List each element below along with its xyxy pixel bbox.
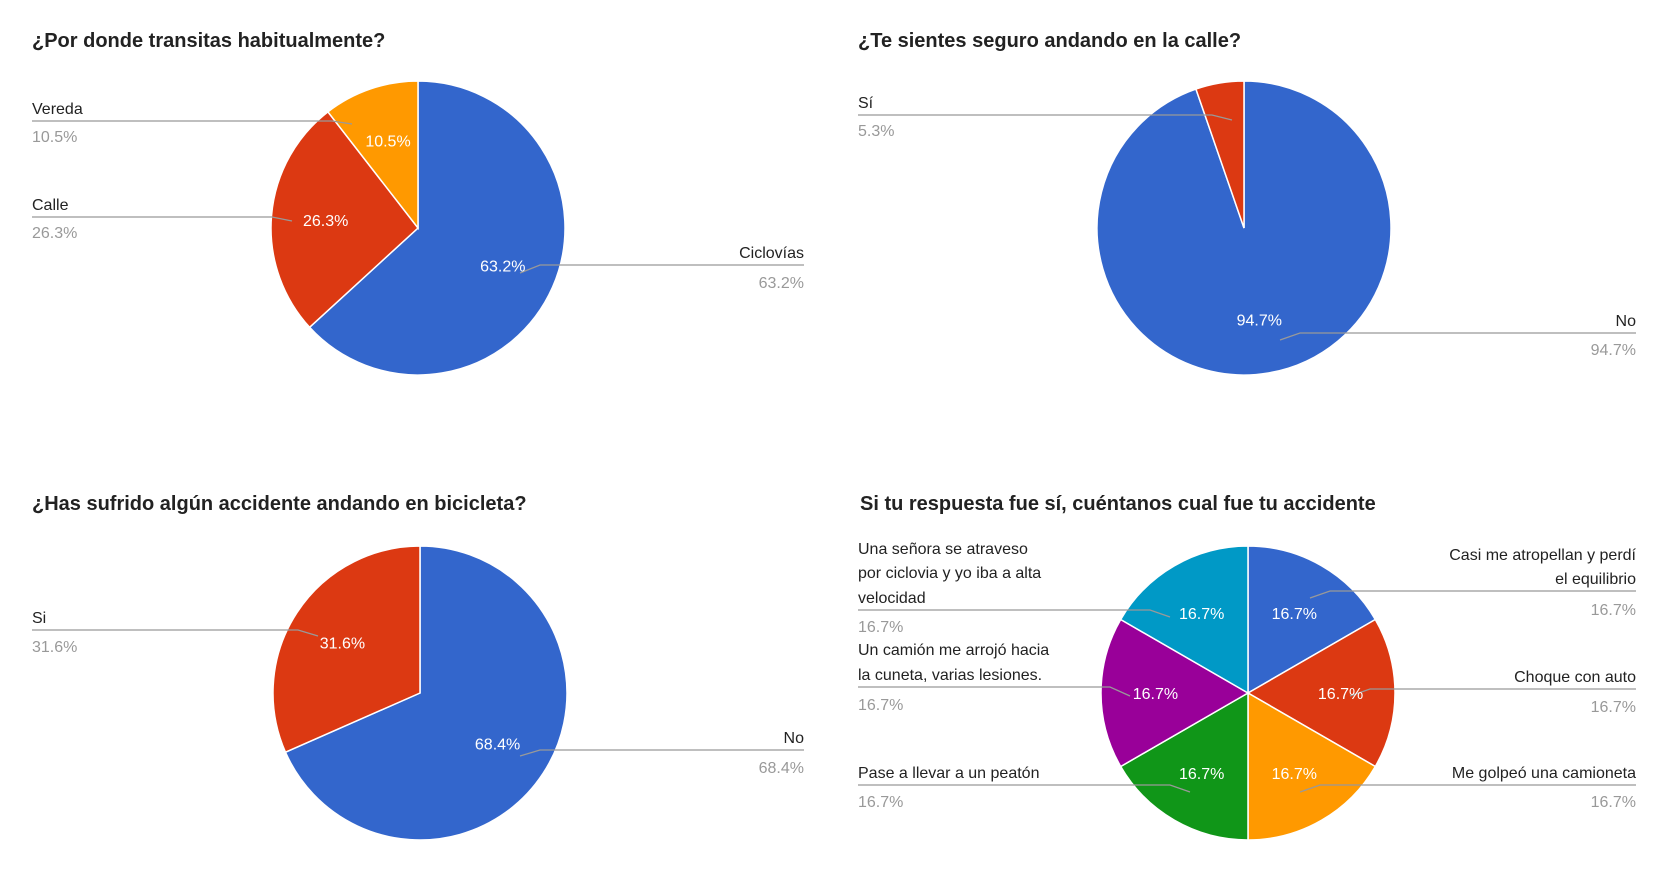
pie-chart-1: Ciclovías 63.2% 63.2% Calle 26.3% 26.3% Vereda…	[32, 80, 804, 376]
pie-slice-1-3	[326, 80, 419, 231]
slice-percent-label-4-3: 16.7%	[1591, 794, 1636, 811]
leader-line-4-4	[858, 784, 1191, 793]
leader-line-2-2	[858, 114, 1233, 121]
slice-percent-label-2-2: 5.3%	[858, 123, 894, 140]
leader-line-1-1	[519, 264, 804, 274]
pie-slice-4-4	[1119, 691, 1249, 841]
slice-label-4-5: Un camión me arrojó hacia	[858, 642, 1049, 659]
slice-value-label-4-2: 16.7%	[1318, 686, 1363, 703]
slice-label-4-3: Me golpeó una camioneta	[1452, 765, 1636, 782]
pie-slice-1-2	[270, 110, 420, 329]
leader-line-1-2	[32, 216, 293, 222]
leader-line-3-2	[32, 629, 319, 637]
pie-slice-4-2	[1246, 618, 1396, 768]
pie-chart-2: No 94.7% 94.7% Sí 5.3%	[858, 80, 1637, 376]
slice-percent-label-3-1: 68.4%	[759, 760, 804, 777]
slice-percent-label-3-2: 31.6%	[32, 639, 77, 656]
leader-line-4-2	[1349, 688, 1636, 697]
slice-value-label-4-4: 16.7%	[1179, 766, 1224, 783]
slice-value-label-1-1: 63.2%	[480, 258, 525, 275]
slice-label-4-4: Pase a llevar a un peatón	[858, 765, 1039, 782]
slice-label-4-6: por ciclovia y yo iba a alta	[858, 565, 1041, 582]
slice-label-4-1: Casi me atropellan y perdí	[1449, 547, 1636, 564]
leader-line-3-1	[519, 749, 804, 757]
slice-value-label-3-1: 68.4%	[475, 737, 520, 754]
slice-label-4-6: Una señora se atraveso	[858, 541, 1028, 558]
slice-label-4-2: Choque con auto	[1514, 669, 1636, 686]
slice-percent-label-4-2: 16.7%	[1591, 699, 1636, 716]
slice-label-1-2: Calle	[32, 197, 69, 214]
slice-percent-label-2-1: 94.7%	[1591, 342, 1636, 359]
slice-label-1-1: Ciclovías	[739, 245, 804, 262]
slice-value-label-4-5: 16.7%	[1133, 686, 1178, 703]
slice-label-3-1: No	[784, 730, 805, 747]
slice-value-label-1-3: 10.5%	[365, 133, 410, 150]
slice-value-label-3-2: 31.6%	[320, 635, 365, 652]
slice-label-2-2: Sí	[858, 95, 874, 112]
chart2-title: ¿Te sientes seguro andando en la calle?	[858, 30, 1241, 52]
leader-line-4-1	[1309, 590, 1636, 599]
slice-percent-label-4-6: 16.7%	[858, 619, 903, 636]
slice-label-3-2: Si	[32, 610, 46, 627]
pie-slice-4-3	[1247, 691, 1377, 841]
pie-chart-3: No 68.4% 68.4% Si 31.6% 31.6%	[32, 545, 805, 841]
slice-percent-label-4-1: 16.7%	[1591, 602, 1636, 619]
slice-label-4-5: la cuneta, varias lesiones.	[858, 667, 1042, 684]
leader-line-4-3	[1299, 784, 1636, 793]
slice-value-label-4-1: 16.7%	[1272, 606, 1317, 623]
slice-value-label-4-6: 16.7%	[1179, 606, 1224, 623]
chart3-title: ¿Has sufrido algún accidente andando en …	[32, 493, 527, 515]
chart1-title: ¿Por donde transitas habitualmente?	[32, 30, 385, 52]
slice-value-label-1-2: 26.3%	[303, 213, 348, 230]
slice-label-1-3: Vereda	[32, 101, 83, 118]
leader-line-2-1	[1279, 332, 1636, 341]
slice-percent-label-1-2: 26.3%	[32, 225, 77, 242]
pie-slice-1-1	[308, 80, 566, 376]
leader-line-4-6	[858, 609, 1171, 618]
chart4-title: Si tu respuesta fue sí, cuéntanos cual f…	[860, 493, 1376, 515]
leader-line-1-3	[32, 120, 353, 125]
pie-chart-4: Casi me atropellan y perdí el equilibrio 1…	[858, 541, 1637, 841]
slice-percent-label-4-5: 16.7%	[858, 697, 903, 714]
pie-slice-4-6	[1119, 545, 1249, 695]
slice-label-4-1: el equilibrio	[1555, 571, 1636, 588]
pie-slice-2-2	[1194, 80, 1245, 229]
pie-slice-3-1	[284, 545, 568, 841]
slice-percent-label-1-3: 10.5%	[32, 129, 77, 146]
slice-value-label-2-1: 94.7%	[1237, 312, 1282, 329]
pie-slice-4-1	[1247, 545, 1377, 695]
pie-slice-4-5	[1100, 618, 1250, 768]
slice-percent-label-4-4: 16.7%	[858, 794, 903, 811]
leader-line-4-5	[858, 686, 1131, 697]
pie-slice-3-2	[272, 545, 421, 754]
slice-value-label-4-3: 16.7%	[1272, 766, 1317, 783]
slice-label-2-1: No	[1616, 313, 1637, 330]
slice-label-4-6: velocidad	[858, 590, 926, 607]
slice-percent-label-1-1: 63.2%	[759, 275, 804, 292]
